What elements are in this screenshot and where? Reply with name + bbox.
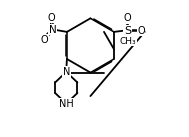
Text: O: O <box>48 13 55 23</box>
Text: O: O <box>41 35 48 45</box>
Text: N: N <box>63 67 70 77</box>
Text: S: S <box>124 25 131 35</box>
Text: CH₃: CH₃ <box>119 37 136 46</box>
Text: O: O <box>137 25 145 35</box>
Text: NH: NH <box>59 99 74 109</box>
Text: O: O <box>124 13 131 23</box>
Text: N: N <box>49 25 57 35</box>
